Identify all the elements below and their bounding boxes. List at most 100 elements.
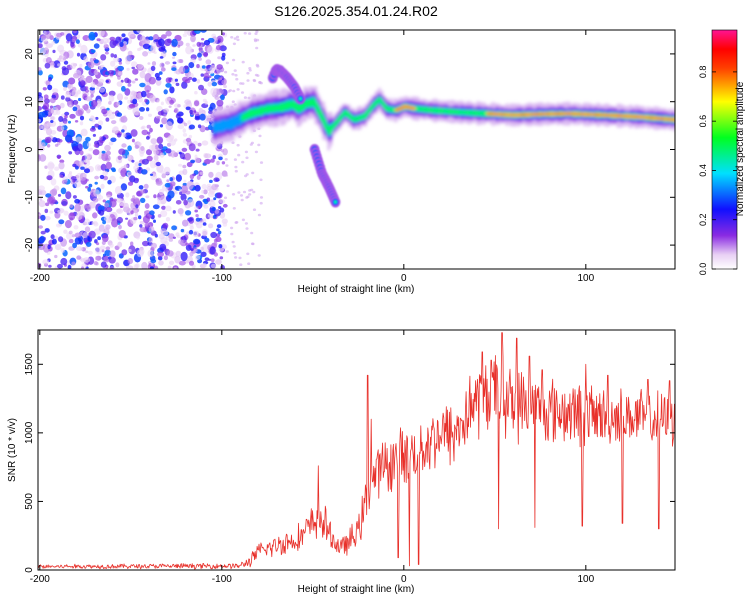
noise-blob xyxy=(172,236,176,239)
noise-blob xyxy=(259,81,263,85)
noise-blob xyxy=(130,241,134,246)
noise-blob xyxy=(179,191,183,195)
noise-blob xyxy=(46,122,54,127)
noise-blob xyxy=(169,99,175,105)
noise-blob xyxy=(54,235,58,240)
noise-blob xyxy=(96,242,100,246)
noise-blob xyxy=(102,199,107,203)
noise-blob xyxy=(201,88,208,95)
ridge-cell xyxy=(512,114,515,116)
noise-blob xyxy=(119,205,123,208)
noise-blob xyxy=(126,265,134,269)
noise-blob xyxy=(201,38,205,41)
noise-blob xyxy=(161,117,168,125)
noise-blob xyxy=(105,150,111,156)
noise-blob xyxy=(159,243,167,252)
noise-blob xyxy=(96,38,101,42)
noise-blob xyxy=(141,90,147,98)
noise-blob xyxy=(61,198,68,207)
noise-blob xyxy=(165,121,173,131)
noise-blob xyxy=(74,232,82,238)
noise-blob xyxy=(88,147,94,152)
noise-blob xyxy=(178,163,183,167)
noise-blob xyxy=(189,109,193,114)
spectrogram-plot-area xyxy=(38,30,675,269)
noise-blob xyxy=(246,71,250,75)
noise-blob xyxy=(244,222,248,225)
noise-blob xyxy=(139,227,147,233)
noise-blob xyxy=(38,124,43,130)
noise-blob xyxy=(64,114,68,119)
noise-blob xyxy=(193,249,198,253)
noise-blob xyxy=(132,195,136,199)
noise-blob xyxy=(252,190,256,194)
noise-blob xyxy=(65,191,72,200)
noise-blob xyxy=(150,45,156,53)
noise-blob xyxy=(174,103,181,109)
noise-blob xyxy=(185,242,190,246)
noise-blob xyxy=(121,143,127,148)
noise-blob xyxy=(248,32,252,35)
noise-blob xyxy=(46,144,51,148)
noise-blob xyxy=(58,236,64,243)
noise-blob xyxy=(113,54,117,59)
noise-blob xyxy=(218,230,222,235)
noise-blob xyxy=(109,39,117,49)
colorbar-ticks: 0.0 0.2 0.4 0.6 0.8 xyxy=(698,66,737,275)
noise-blob xyxy=(182,219,189,227)
noise-blob xyxy=(92,149,100,156)
noise-blob xyxy=(165,30,172,37)
noise-blob xyxy=(110,53,115,58)
noise-blob xyxy=(95,116,99,120)
noise-blob xyxy=(77,89,81,95)
noise-blob xyxy=(58,162,65,170)
noise-blob xyxy=(64,220,72,229)
noise-blob xyxy=(121,249,128,256)
noise-blob xyxy=(133,264,139,269)
noise-blob xyxy=(47,111,51,115)
noise-blob xyxy=(189,251,194,257)
noise-blob xyxy=(201,183,208,190)
noise-blob xyxy=(112,198,117,202)
y-tick-label: 500 xyxy=(24,493,35,510)
noise-blob xyxy=(236,88,240,91)
noise-blob xyxy=(67,264,72,269)
ridge-cell xyxy=(378,96,381,102)
noise-blob xyxy=(88,31,96,41)
noise-blob xyxy=(197,124,202,129)
noise-blob xyxy=(164,182,171,188)
noise-blob xyxy=(197,142,202,147)
noise-blob xyxy=(125,192,130,198)
ridge-cell xyxy=(670,118,673,121)
noise-blob xyxy=(208,171,214,178)
noise-blob xyxy=(241,60,245,64)
x-tick-label: 0 xyxy=(401,574,407,585)
noise-blob xyxy=(182,168,188,176)
ridge-cell xyxy=(577,113,580,116)
ridge-cell xyxy=(468,110,472,116)
noise-blob xyxy=(192,44,196,47)
noise-blob xyxy=(94,123,100,128)
noise-blob xyxy=(72,30,77,34)
spectrogram-y-axis-label: Frequency (Hz) xyxy=(7,115,18,184)
noise-blob xyxy=(210,87,217,96)
noise-blob xyxy=(167,265,172,269)
noise-blob xyxy=(127,145,132,152)
noise-blob xyxy=(194,157,201,164)
noise-blob xyxy=(146,136,150,140)
colorbar-tick-label: 0.6 xyxy=(698,115,708,128)
noise-blob xyxy=(198,107,204,114)
noise-blob xyxy=(180,251,188,262)
noise-blob xyxy=(153,219,156,223)
noise-blob xyxy=(143,38,151,45)
colorbar: 0.0 0.2 0.4 0.6 0.8 Normalized spectral ampl… xyxy=(698,29,746,275)
noise-blob xyxy=(208,223,214,229)
noise-blob xyxy=(90,93,94,98)
noise-blob xyxy=(163,166,171,175)
noise-blob xyxy=(82,140,90,150)
noise-blob xyxy=(73,225,79,230)
noise-blob xyxy=(138,163,142,167)
noise-blob xyxy=(234,169,238,173)
noise-blob xyxy=(51,238,57,245)
